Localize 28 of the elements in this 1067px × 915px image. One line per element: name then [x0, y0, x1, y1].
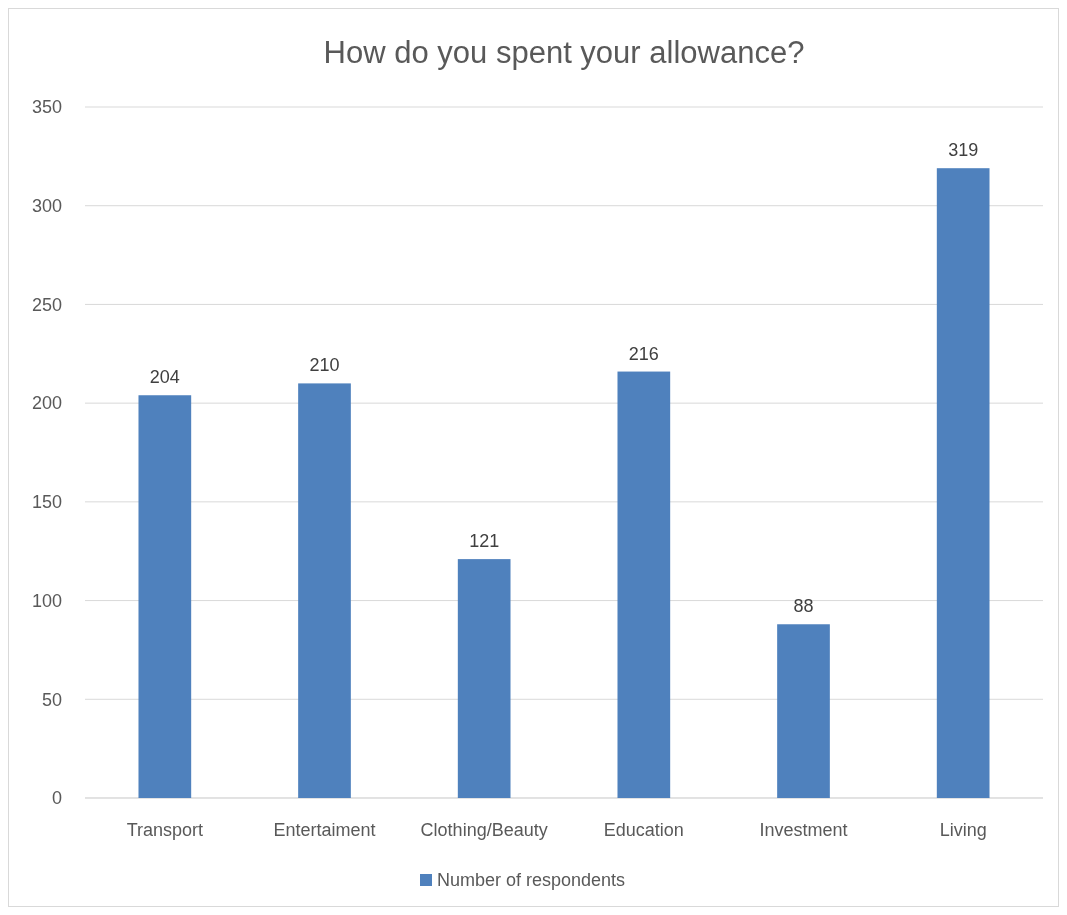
y-tick-label: 100: [31, 590, 62, 611]
y-tick-label: 50: [41, 689, 62, 710]
y-tick-label: 300: [31, 196, 62, 217]
data-label: 88: [793, 596, 814, 617]
bar: [457, 559, 511, 798]
bar: [936, 168, 990, 798]
bar: [777, 624, 830, 798]
chart-title: How do you spent your allowance?: [323, 35, 805, 70]
y-tick-label: 250: [31, 294, 62, 315]
bar: [617, 371, 671, 798]
x-tick-label: Education: [603, 820, 684, 840]
y-tick-label: 200: [31, 393, 62, 414]
data-label: 121: [469, 531, 500, 552]
bar: [138, 395, 192, 798]
x-tick-label: Living: [939, 820, 987, 840]
y-tick-label: 150: [31, 492, 62, 513]
x-tick-label: Clothing/Beauty: [420, 820, 548, 840]
data-label: 216: [628, 343, 659, 364]
data-label: 204: [149, 367, 180, 388]
y-tick-label: 350: [31, 97, 62, 118]
bar: [298, 383, 351, 798]
x-tick-label: Transport: [126, 820, 204, 840]
legend-label: Number of respondents: [437, 870, 626, 891]
y-tick-label: 0: [51, 788, 62, 809]
data-label: 319: [948, 140, 979, 161]
x-tick-label: Investment: [759, 820, 848, 840]
data-label: 210: [309, 355, 340, 376]
x-tick-label: Entertaiment: [273, 820, 376, 840]
